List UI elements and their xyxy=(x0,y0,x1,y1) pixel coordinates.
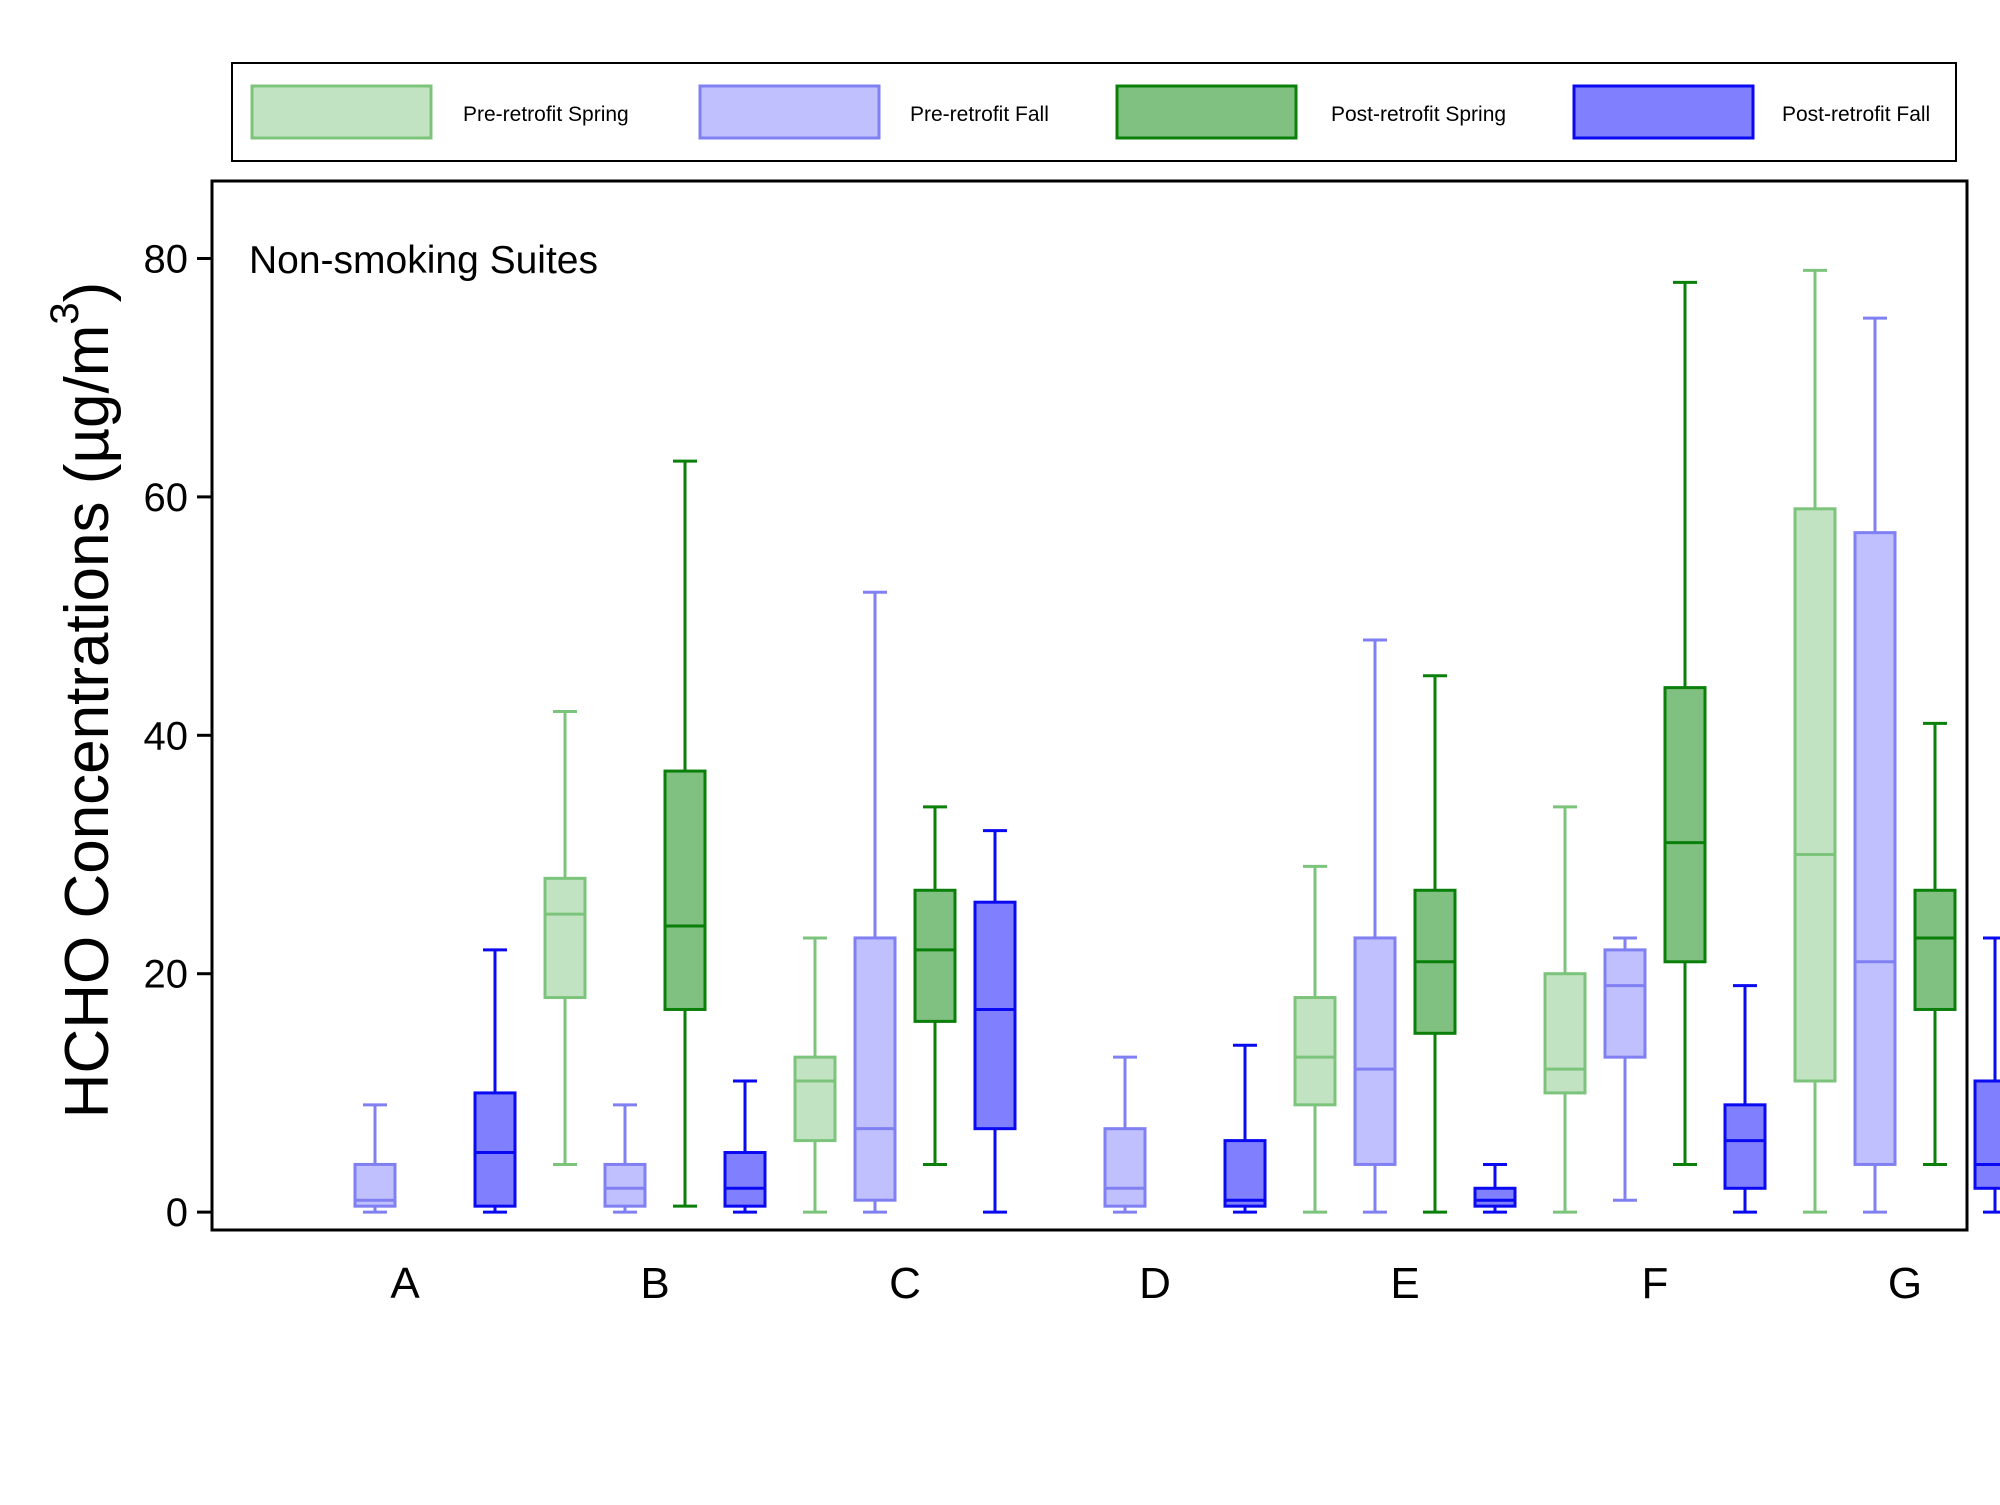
y-tick-label: 60 xyxy=(144,476,189,520)
y-axis-title-main: HCHO Concentrations (µg/m xyxy=(53,325,122,1119)
box-iqr xyxy=(723,1151,767,1208)
box-plot xyxy=(1473,1162,1517,1214)
box-plot xyxy=(1853,316,1897,1214)
legend-label: Pre-retrofit Spring xyxy=(463,103,629,126)
box-plot xyxy=(853,590,897,1214)
box-plot xyxy=(353,1103,397,1214)
box-plot xyxy=(1223,1043,1267,1214)
y-axis-title-close: ) xyxy=(53,282,122,303)
box-plot xyxy=(1293,864,1337,1214)
x-tick-label: B xyxy=(640,1259,669,1308)
box-iqr xyxy=(853,936,897,1202)
legend-label: Post-retrofit Spring xyxy=(1331,103,1506,126)
box-iqr xyxy=(1853,531,1897,1166)
y-tick-label: 0 xyxy=(166,1191,188,1235)
box-iqr xyxy=(1663,686,1707,964)
box-iqr xyxy=(1103,1127,1147,1208)
box-iqr xyxy=(663,769,707,1011)
box-iqr xyxy=(1543,972,1587,1095)
box-iqr xyxy=(973,900,1017,1131)
box-plot xyxy=(793,936,837,1214)
x-tick-label: E xyxy=(1390,1259,1419,1308)
box-plot xyxy=(1413,674,1457,1214)
box-plot xyxy=(1663,280,1707,1166)
box-iqr xyxy=(1223,1139,1267,1208)
box-iqr xyxy=(1293,996,1337,1107)
panel-annotation: Non-smoking Suites xyxy=(249,239,598,282)
box-plot xyxy=(1723,984,1767,1214)
box-plot xyxy=(1793,268,1837,1214)
legend: Pre-retrofit Spring Pre-retrofit Fall Post… xyxy=(231,62,1957,162)
y-axis-title-superscript: 3 xyxy=(43,302,87,324)
legend-label: Post-retrofit Fall xyxy=(1782,103,1930,126)
box-iqr xyxy=(1603,948,1647,1059)
legend-swatch xyxy=(698,84,881,140)
box-plots xyxy=(353,268,2000,1214)
box-iqr xyxy=(1723,1103,1767,1190)
box-plot xyxy=(1353,638,1397,1214)
box-plot xyxy=(1543,805,1587,1214)
box-iqr xyxy=(793,1055,837,1143)
x-tick-label: D xyxy=(1139,1259,1171,1308)
box-plot xyxy=(1913,721,1957,1166)
box-iqr xyxy=(1473,1186,1517,1208)
y-axis: 0 20 40 60 80 xyxy=(144,237,212,1235)
box-plot xyxy=(603,1103,647,1214)
legend-swatch xyxy=(1115,84,1298,140)
legend-label: Pre-retrofit Fall xyxy=(910,103,1049,126)
y-tick-label: 80 xyxy=(144,237,189,281)
box-iqr xyxy=(1353,936,1397,1166)
x-tick-label: C xyxy=(889,1259,921,1308)
x-tick-label: A xyxy=(390,1259,420,1308)
box-iqr xyxy=(543,876,587,1000)
box-plot xyxy=(473,948,517,1214)
x-tick-label: G xyxy=(1888,1259,1922,1308)
x-tick-label: F xyxy=(1642,1259,1669,1308)
box-plot xyxy=(1103,1055,1147,1214)
box-plot xyxy=(1973,936,2000,1214)
x-axis: A B C D E F G xyxy=(390,1259,1922,1308)
y-tick-label: 20 xyxy=(144,953,189,997)
legend-swatch xyxy=(1572,84,1755,140)
box-iqr xyxy=(1973,1079,2000,1190)
box-plot xyxy=(1603,936,1647,1202)
box-iqr xyxy=(1913,888,1957,1011)
box-plot xyxy=(663,459,707,1208)
legend-swatch xyxy=(250,84,433,140)
y-tick-label: 40 xyxy=(144,714,189,758)
box-iqr xyxy=(473,1091,517,1208)
box-iqr xyxy=(603,1162,647,1208)
box-iqr xyxy=(913,888,957,1023)
box-iqr xyxy=(1793,507,1837,1083)
box-plot xyxy=(913,805,957,1166)
box-plot xyxy=(973,829,1017,1214)
y-axis-title: HCHO Concentrations (µg/m3) xyxy=(43,282,122,1119)
plot-area-frame xyxy=(210,179,1969,1232)
box-plot xyxy=(543,709,587,1166)
box-plot xyxy=(723,1079,767,1214)
